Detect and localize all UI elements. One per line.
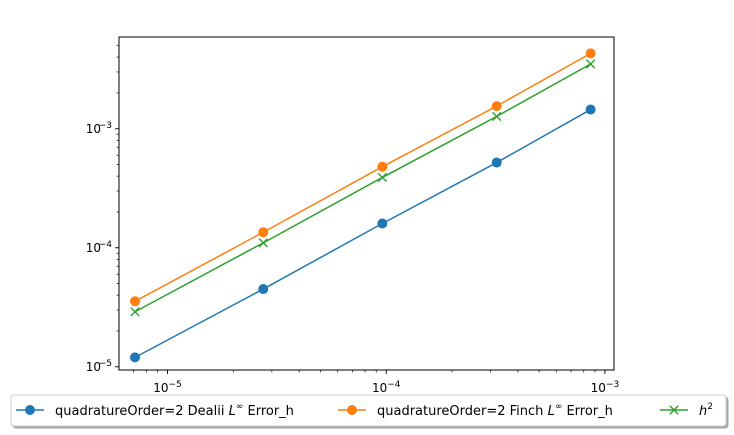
legend-frame <box>10 394 727 427</box>
series-3-point <box>130 307 140 317</box>
legend-marker <box>669 405 679 415</box>
plot-frame <box>118 36 615 371</box>
series-layer <box>129 48 596 363</box>
legend-marker <box>346 404 357 415</box>
x-tick-label: 10−3 <box>591 380 620 395</box>
series-1 <box>129 104 596 363</box>
legend-entry-3: h2 <box>660 402 713 419</box>
y-tick-label: 10 <box>86 122 101 136</box>
series-1-point <box>491 157 502 168</box>
ticks-layer: 10−5 10−4 10−310−510−410−3 <box>86 45 620 395</box>
x-tick-label: 10−4 <box>372 380 401 395</box>
series-2-point <box>377 161 388 172</box>
x-tick-label: 10−5 <box>153 380 182 395</box>
y-tick-exponent: −5 <box>99 359 112 369</box>
y-tick-label: 10 <box>86 360 101 374</box>
series-3-point <box>258 238 268 248</box>
legend-label: h2 <box>699 402 713 419</box>
series-3-point <box>377 172 388 183</box>
legend-entry-1: quadratureOrder=2 Dealii L∞ Error_h <box>16 402 294 419</box>
series-3-point <box>585 59 596 69</box>
y-tick-exponent: −4 <box>99 240 113 250</box>
legend: quadratureOrder=2 Dealii L∞ Error_h quadr… <box>10 394 727 427</box>
legend-entry-2: quadratureOrder=2 Finch L∞ Error_h <box>338 402 613 419</box>
series-3-point <box>492 111 502 122</box>
legend-label: quadratureOrder=2 Dealii L∞ Error_h <box>55 402 294 419</box>
series-2 <box>129 48 596 307</box>
series-3 <box>130 59 596 317</box>
series-2-point <box>491 101 502 112</box>
series-1-point <box>377 218 388 229</box>
series-2-point <box>129 296 140 307</box>
series-2-point <box>258 227 269 238</box>
y-tick-exponent: −3 <box>99 121 112 131</box>
series-1-point <box>129 352 140 363</box>
legend-label: quadratureOrder=2 Finch L∞ Error_h <box>377 402 613 419</box>
legend-marker <box>24 404 35 415</box>
series-1-point <box>258 284 269 295</box>
y-tick-label: 10 <box>86 241 101 255</box>
series-2-point <box>585 48 596 59</box>
series-1-point <box>585 104 596 115</box>
